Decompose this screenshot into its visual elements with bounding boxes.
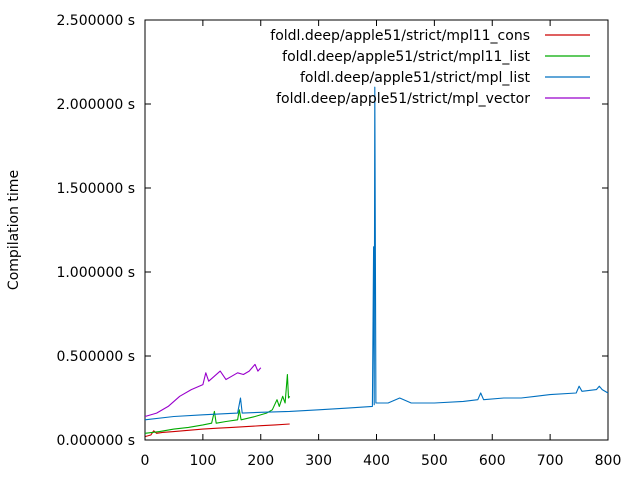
x-tick-label: 600 <box>479 453 506 469</box>
y-tick-label: 0.000000 s <box>56 433 135 449</box>
x-tick-label: 300 <box>305 453 332 469</box>
x-tick-label: 0 <box>141 453 150 469</box>
series-line <box>144 423 290 438</box>
x-tick-label: 500 <box>421 453 448 469</box>
legend: foldl.deep/apple51/strict/mpl11_consfold… <box>270 28 590 107</box>
legend-label: foldl.deep/apple51/strict/mpl_vector <box>276 91 530 107</box>
x-tick-label: 700 <box>537 453 564 469</box>
y-tick-label: 2.000000 s <box>56 97 135 113</box>
y-tick-label: 2.500000 s <box>56 13 135 29</box>
y-axis-label: Compilation time <box>6 170 22 290</box>
y-tick-label: 1.000000 s <box>56 265 135 281</box>
axis-layer: 0.000000 s 0.500000 s 1.000000 s 1.500000 s… <box>56 13 621 469</box>
x-tick-label: 800 <box>595 453 622 469</box>
y-tick-label: 1.500000 s <box>56 181 135 197</box>
series-line <box>144 363 262 418</box>
legend-label: foldl.deep/apple51/strict/mpl11_list <box>282 49 530 65</box>
x-tick-label: 100 <box>190 453 217 469</box>
series-line <box>144 86 609 421</box>
y-tick-label: 0.500000 s <box>56 349 135 365</box>
series-line <box>144 373 291 434</box>
x-tick-label: 400 <box>363 453 390 469</box>
legend-label: foldl.deep/apple51/strict/mpl11_cons <box>270 28 530 44</box>
x-tick-label: 200 <box>247 453 274 469</box>
legend-label: foldl.deep/apple51/strict/mpl_list <box>300 70 531 86</box>
series-layer <box>144 86 609 438</box>
